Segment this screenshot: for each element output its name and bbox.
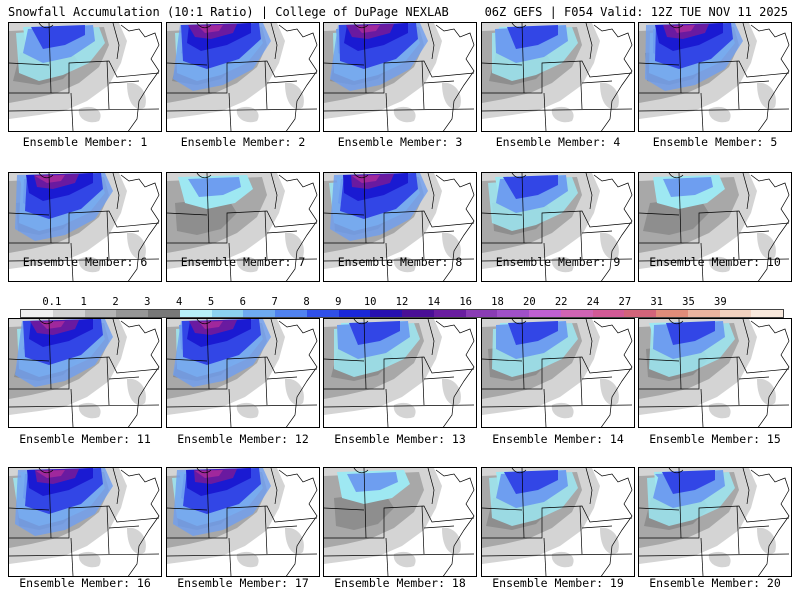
colorbar-swatch [306,310,339,317]
colorbar-tick-label: 35 [682,296,695,308]
colorbar-tick-label: 18 [491,296,504,308]
ensemble-member-label: Ensemble Member: 8 [337,255,463,269]
colorbar-tick-label: 12 [395,296,409,308]
colorbar-swatch [402,310,434,317]
ensemble-member-label: Ensemble Member: 10 [649,255,781,269]
ensemble-member-label: Ensemble Member: 13 [334,432,466,446]
ensemble-member-label: Ensemble Member: 9 [495,255,621,269]
colorbar-tick-label: 22 [554,296,568,308]
ensemble-member-map [8,22,162,132]
ensemble-member-label: Ensemble Member: 18 [334,576,466,590]
ensemble-member-label: Ensemble Member: 14 [492,432,624,446]
colorbar-swatch [465,310,498,317]
colorbar-swatch [687,310,720,317]
ensemble-member-map [166,22,320,132]
colorbar-tick-label: 8 [303,296,310,308]
ensemble-member-label: Ensemble Member: 6 [22,255,148,269]
colorbar-tick-label: 16 [459,296,472,308]
colorbar-tick-label: 24 [586,296,600,308]
ensemble-member-label: Ensemble Member: 7 [180,255,306,269]
colorbar-strip [20,309,784,318]
colorbar-swatch [656,310,688,317]
colorbar-swatch [52,310,85,317]
colorbar-swatch [338,310,371,317]
colorbar-tick-label: 7 [271,296,278,308]
colorbar-tick-label: 39 [714,296,727,308]
colorbar-tick-label: 5 [207,296,215,308]
colorbar-tick-label: 3 [144,296,151,308]
ensemble-member-label: Ensemble Member: 11 [19,432,151,446]
ensemble-member-map [323,22,477,132]
colorbar-swatch [116,310,148,317]
colorbar-tick-label: 6 [239,296,246,308]
colorbar-swatch [719,310,752,317]
map-title: Snowfall Accumulation (10:1 Ratio) | Col… [8,5,449,19]
colorbar-swatch [624,310,656,317]
colorbar-swatch [529,310,561,317]
colorbar-tick-label: 0.1 [42,296,62,308]
colorbar-swatch [751,310,783,317]
ensemble-member-label: Ensemble Member: 4 [495,135,621,149]
colorbar-tick-label: 10 [363,296,377,308]
colorbar-swatch [243,310,275,317]
colorbar-swatch [497,310,529,317]
colorbar-swatch [433,310,466,317]
colorbar-tick-label: 31 [650,296,663,308]
colorbar-tick-label: 2 [112,296,119,308]
ensemble-member-map [481,318,635,428]
ensemble-member-label: Ensemble Member: 15 [649,432,781,446]
ensemble-member-map [638,467,792,577]
colorbar-swatch [560,310,593,317]
ensemble-member-map [481,22,635,132]
ensemble-member-label: Ensemble Member: 2 [180,135,306,149]
ensemble-member-map [638,318,792,428]
ensemble-member-label: Ensemble Member: 3 [337,135,463,149]
ensemble-member-label: Ensemble Member: 16 [19,576,151,590]
colorbar-swatch [84,310,117,317]
colorbar-swatch [275,310,307,317]
colorbar-tick-label: 14 [427,296,441,308]
colorbar-swatch [592,310,625,317]
ensemble-member-map [166,318,320,428]
ensemble-member-map [166,467,320,577]
ensemble-member-map [8,318,162,428]
colorbar-swatch [179,310,212,317]
ensemble-member-label: Ensemble Member: 19 [492,576,624,590]
model-valid-time: 06Z GEFS | F054 Valid: 12Z TUE NOV 11 20… [484,5,788,19]
ensemble-member-map [166,172,320,282]
colorbar-tick-label: 27 [618,296,632,308]
ensemble-member-map [323,318,477,428]
ensemble-member-map [481,172,635,282]
colorbar-swatch [370,310,402,317]
ensemble-member-label: Ensemble Member: 1 [22,135,148,149]
ensemble-member-map [638,22,792,132]
ensemble-member-map [8,172,162,282]
ensemble-member-map [323,467,477,577]
ensemble-member-label: Ensemble Member: 20 [649,576,781,590]
colorbar-swatch [211,310,244,317]
ensemble-member-label: Ensemble Member: 12 [177,432,309,446]
colorbar-swatch [148,310,180,317]
colorbar-swatch [21,310,53,317]
ensemble-member-map [481,467,635,577]
ensemble-member-label: Ensemble Member: 5 [652,135,778,149]
ensemble-member-map [323,172,477,282]
colorbar-tick-label: 1 [80,296,87,308]
ensemble-member-map [638,172,792,282]
colorbar-tick-label: 4 [175,296,183,308]
colorbar-tick-label: 9 [335,296,342,308]
colorbar-tick-label: 20 [523,296,536,308]
ensemble-member-label: Ensemble Member: 17 [177,576,309,590]
ensemble-member-map [8,467,162,577]
